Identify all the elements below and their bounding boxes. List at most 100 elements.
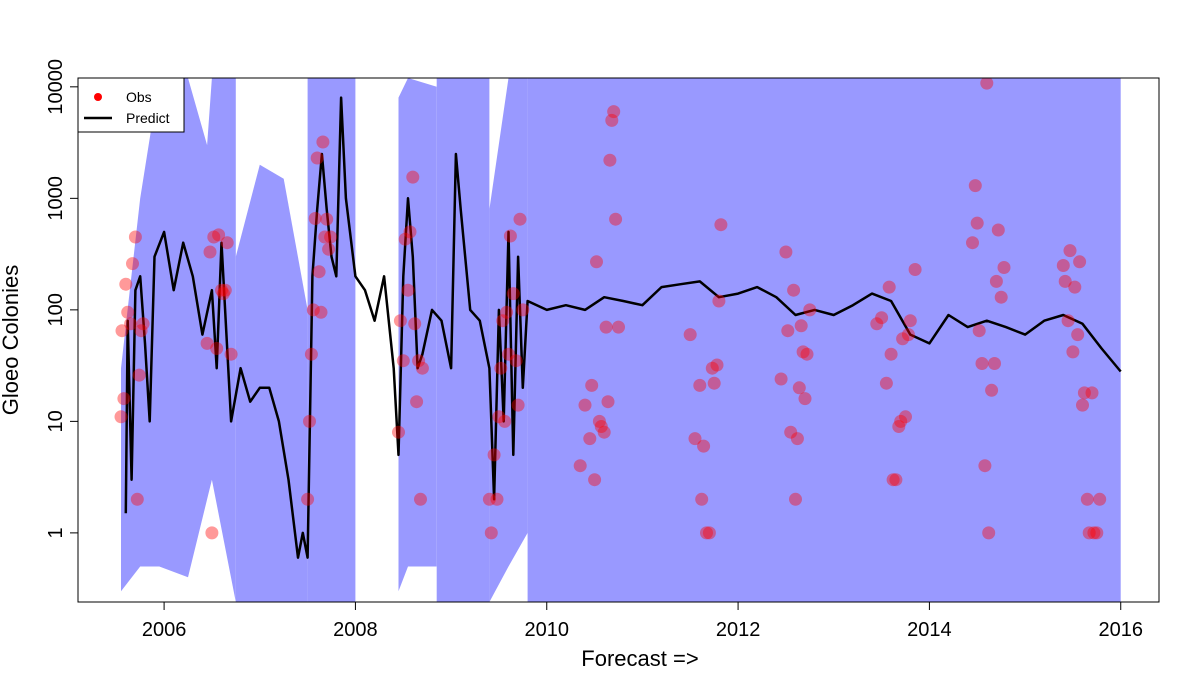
obs-point	[779, 245, 793, 259]
obs-point	[115, 324, 129, 338]
x-tick-label: 2008	[333, 619, 378, 641]
obs-point	[601, 395, 615, 409]
obs-point	[997, 261, 1011, 274]
y-tick-label: 10	[45, 410, 67, 432]
obs-point	[220, 236, 234, 250]
obs-point	[494, 361, 508, 375]
y-tick-label: 1000	[45, 176, 67, 221]
predict-line-layer	[124, 96, 1122, 559]
obs-point	[117, 392, 131, 406]
obs-point	[308, 212, 322, 225]
obs-point	[324, 230, 338, 244]
obs-point	[789, 492, 802, 506]
obs-point	[901, 328, 915, 342]
obs-point	[224, 347, 238, 361]
obs-point	[908, 263, 922, 276]
obs-point	[683, 328, 697, 342]
obs-point	[705, 361, 719, 375]
obs-point	[970, 216, 984, 230]
obs-point	[609, 212, 623, 226]
obs-point	[1090, 526, 1104, 540]
legend-box	[77, 77, 185, 133]
obs-point	[978, 459, 992, 473]
obs-point	[798, 392, 812, 406]
obs-point	[982, 526, 996, 540]
obs-point	[392, 425, 405, 439]
obs-point	[509, 354, 523, 368]
obs-point	[875, 311, 889, 325]
confidence-band	[121, 78, 1121, 602]
y-tick-label: 100	[45, 293, 67, 326]
obs-point	[712, 294, 726, 308]
obs-point	[975, 357, 989, 370]
obs-point	[128, 230, 142, 244]
obs-point	[216, 287, 230, 301]
obs-point	[500, 305, 514, 319]
obs-point	[594, 420, 608, 433]
obs-point	[588, 473, 602, 487]
obs-point	[134, 324, 148, 338]
obs-point	[126, 257, 139, 271]
obs-point	[781, 324, 795, 338]
obs-point	[496, 314, 510, 328]
obs-point	[985, 383, 999, 397]
obs-point	[301, 492, 315, 506]
obs-point	[605, 113, 619, 127]
obs-point	[487, 448, 501, 462]
obs-point	[1093, 492, 1107, 506]
obs-point	[1061, 314, 1075, 328]
obs-point	[612, 320, 625, 334]
y-tick-label: 10000	[45, 59, 67, 115]
obs-point	[132, 368, 146, 382]
obs-point	[1058, 274, 1072, 288]
obs-point	[136, 317, 150, 331]
obs-point	[870, 317, 884, 331]
obs-point	[121, 305, 135, 319]
obs-point	[215, 283, 228, 297]
obs-point	[583, 432, 597, 446]
obs-point	[1080, 492, 1094, 506]
obs-point	[314, 305, 328, 319]
obs-point	[1068, 280, 1082, 294]
obs-point	[205, 526, 219, 540]
obs-point	[490, 492, 504, 506]
x-tick-label: 2006	[142, 619, 187, 641]
obs-point	[697, 439, 711, 453]
obs-point	[1066, 345, 1080, 359]
obs-point	[303, 414, 316, 428]
y-axis: 1 10 100 1000 10000	[45, 59, 79, 538]
obs-point	[599, 320, 613, 334]
obs-point	[119, 277, 133, 291]
obs-point	[573, 459, 587, 473]
obs-point	[203, 245, 217, 259]
obs-point	[707, 376, 721, 390]
obs-point	[980, 78, 994, 90]
obs-point	[896, 332, 910, 346]
x-axis: 2006 2008 2010 2012 2014 2016	[142, 601, 1143, 641]
x-tick-label: 2012	[716, 619, 761, 641]
obs-point	[884, 347, 898, 361]
obs-point	[320, 212, 334, 226]
obs-point	[882, 280, 896, 294]
x-tick-label: 2016	[1098, 619, 1143, 641]
obs-point	[603, 153, 617, 167]
obs-point	[792, 381, 806, 395]
obs-point	[903, 314, 917, 328]
obs-point	[410, 395, 424, 409]
obs-point	[803, 303, 817, 317]
obs-point	[1056, 259, 1070, 272]
obs-point	[1082, 526, 1096, 540]
x-tick-label: 2014	[907, 619, 952, 641]
obs-point	[498, 414, 512, 428]
obs-point	[700, 526, 713, 540]
obs-point	[1085, 386, 1099, 400]
legend-obs-label: Obs	[126, 89, 152, 105]
legend: Obs Predict	[77, 77, 185, 133]
obs-point	[695, 492, 709, 506]
obs-point	[398, 232, 412, 246]
band-segment-0	[121, 78, 236, 602]
band-segment-6	[527, 78, 1121, 602]
obs-point	[310, 151, 324, 165]
obs-point	[401, 283, 415, 297]
